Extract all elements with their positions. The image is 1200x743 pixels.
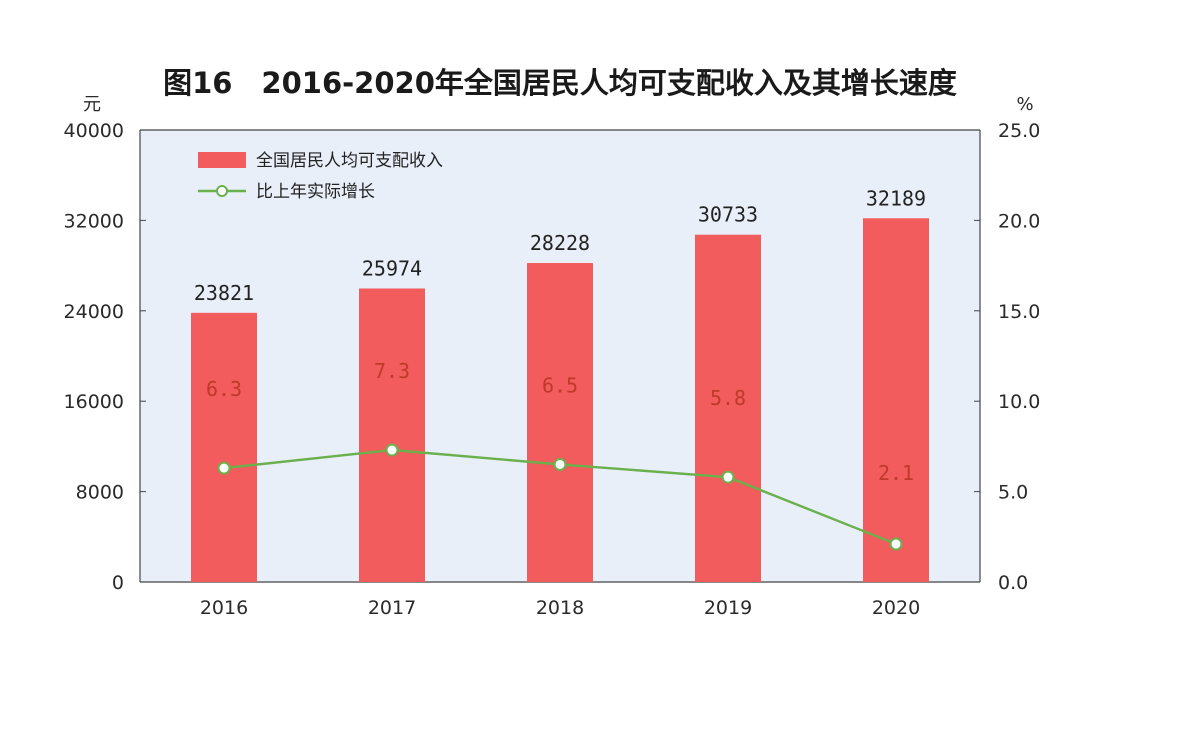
income-bar <box>527 263 593 582</box>
x-axis-tick-label: 2016 <box>200 597 248 619</box>
growth-point <box>553 457 567 471</box>
right-axis-tick-label: 10.0 <box>998 391 1040 413</box>
left-axis-tick-label: 16000 <box>64 391 124 413</box>
legend-line-label: 比上年实际增长 <box>256 182 375 202</box>
right-axis-tick-label: 0.0 <box>998 572 1028 594</box>
growth-point <box>385 443 399 457</box>
income-bar <box>191 312 257 582</box>
right-axis-tick-label: 25.0 <box>998 120 1040 142</box>
x-axis-tick-label: 2020 <box>872 597 920 619</box>
income-bar-label: 32189 <box>866 186 926 210</box>
chart-title: 图16 2016-2020年全国居民人均可支配收入及其增长速度 <box>163 66 957 100</box>
growth-label: 2.1 <box>878 461 914 485</box>
income-bar <box>863 218 929 583</box>
legend-line-marker <box>216 185 228 197</box>
growth-label: 6.5 <box>542 373 578 397</box>
growth-point <box>217 461 231 475</box>
left-axis-tick-label: 24000 <box>64 301 124 323</box>
growth-label: 5.8 <box>710 386 746 410</box>
left-axis-tick-label: 32000 <box>64 210 124 232</box>
growth-label: 6.3 <box>206 377 242 401</box>
growth-point <box>889 537 903 551</box>
legend-bar-swatch <box>198 152 246 168</box>
growth-point <box>721 470 735 484</box>
right-axis-tick-label: 15.0 <box>998 301 1040 323</box>
left-axis-tick-label: 8000 <box>76 482 124 504</box>
plot-area: 0 8000 16000 24000 32000 40000 0.0 5.0 10.0 15.0 2… <box>64 120 1041 619</box>
income-bar-label: 30733 <box>698 203 758 227</box>
income-bar <box>359 288 425 582</box>
left-axis-unit: 元 <box>83 94 101 115</box>
x-axis-tick-label: 2019 <box>704 597 752 619</box>
left-axis-tick-label: 40000 <box>64 120 124 142</box>
income-bar-label: 28228 <box>530 231 590 255</box>
legend-bar-label: 全国居民人均可支配收入 <box>256 151 443 171</box>
left-axis-tick-label: 0 <box>112 572 124 594</box>
growth-label: 7.3 <box>374 359 410 383</box>
x-axis-tick-label: 2018 <box>536 597 584 619</box>
right-axis-unit: % <box>1016 94 1033 115</box>
x-axis-tick-label: 2017 <box>368 597 416 619</box>
right-axis-tick-label: 5.0 <box>998 482 1028 504</box>
income-bar <box>695 234 761 582</box>
income-bar-label: 25974 <box>362 256 422 280</box>
right-axis-tick-label: 20.0 <box>998 210 1040 232</box>
income-bar-label: 23821 <box>194 281 254 305</box>
